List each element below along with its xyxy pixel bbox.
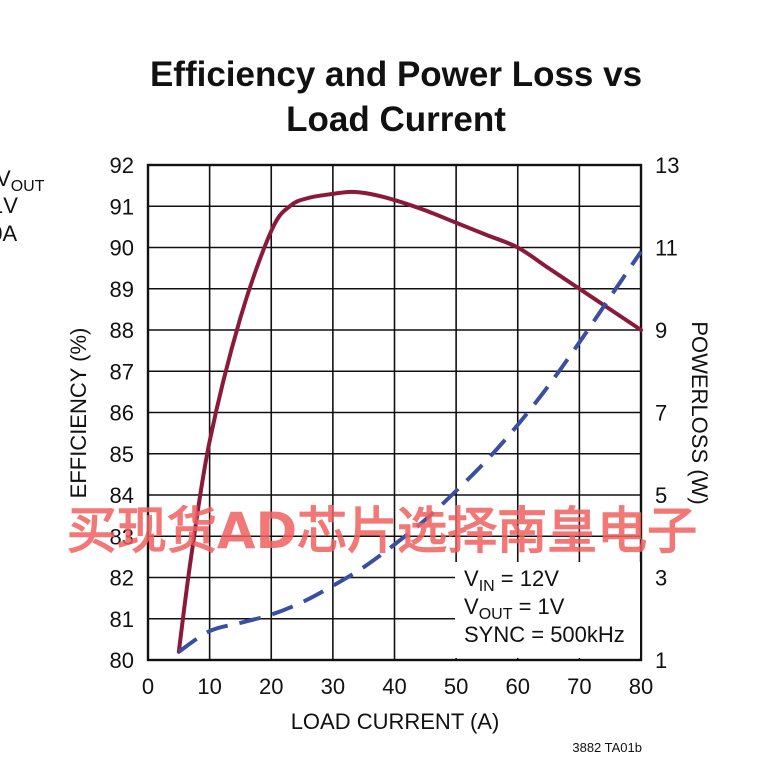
x-axis-label: LOAD CURRENT (A): [291, 709, 500, 734]
y2-tick-label: 1: [655, 648, 667, 673]
x-tick-label: 30: [321, 674, 345, 699]
condition-line: VIN = 12V: [464, 566, 559, 595]
left-cut-conditions: VOUT1V 30A: [0, 166, 45, 246]
y2-tick-label: 9: [655, 318, 667, 343]
y2-tick-label: 13: [655, 153, 679, 178]
figure-code: 3882 TA01b: [572, 740, 642, 755]
y-tick-label: 90: [110, 236, 134, 261]
x-tick-label: 40: [382, 674, 406, 699]
y-tick-label: 92: [110, 153, 134, 178]
x-tick-label: 0: [142, 674, 154, 699]
condition-line: VOUT = 1V: [464, 594, 565, 623]
watermark-text: 买现货AD芯片选择南皇电子: [67, 502, 697, 560]
y-tick-label: 83: [110, 524, 134, 549]
series-layer: [176, 189, 643, 654]
y-tick-label: 84: [110, 483, 134, 508]
y-tick-label: 85: [110, 442, 134, 467]
y-axis-label: EFFICIENCY (%): [66, 328, 91, 499]
y-tick-label: 91: [110, 194, 134, 219]
x-tick-labels: 0 10 20 30 40 50 60 70 80: [142, 674, 653, 699]
x-tick-label: 20: [259, 674, 283, 699]
chart-title-line-2: Load Current: [286, 100, 506, 139]
y-tick-labels: 80 81 82 83 84 85 86 87 88 89 90 91 92: [110, 153, 134, 673]
y-tick-label: 80: [110, 648, 134, 673]
y-tick-label: 87: [110, 359, 134, 384]
y2-tick-label: 7: [655, 401, 667, 426]
y-tick-label: 81: [110, 607, 134, 632]
plot-frame: [146, 163, 643, 662]
x-tick-label: 80: [629, 674, 653, 699]
efficiency-series-line: [176, 189, 643, 654]
y-tick-label: 88: [110, 318, 134, 343]
y2-axis-label: POWERLOSS (W): [687, 321, 712, 504]
y-tick-label: 89: [110, 277, 134, 302]
left-cut-line: VOUT: [0, 166, 45, 195]
chart-title-line-1: Efficiency and Power Loss vs: [150, 55, 642, 94]
power-loss-series-line: [177, 250, 643, 654]
left-cut-line: 30A: [0, 221, 17, 246]
conditions-background: [455, 562, 640, 658]
y2-tick-label: 3: [655, 566, 667, 591]
y2-tick-label: 5: [655, 483, 667, 508]
x-tick-label: 10: [197, 674, 221, 699]
x-tick-label: 50: [444, 674, 468, 699]
condition-line: SYNC = 500kHz: [464, 622, 625, 647]
y-tick-label: 86: [110, 401, 134, 426]
left-cut-line: 1V: [0, 193, 18, 218]
y-tick-label: 82: [110, 566, 134, 591]
x-tick-label: 70: [567, 674, 591, 699]
x-tick-label: 60: [506, 674, 530, 699]
y2-tick-label: 11: [655, 236, 678, 261]
